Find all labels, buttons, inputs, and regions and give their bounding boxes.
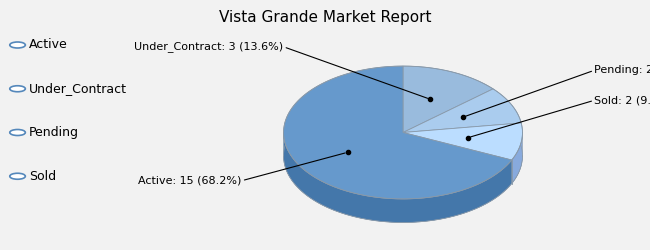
Text: Active: 15 (68.2%): Active: 15 (68.2%) bbox=[138, 176, 242, 186]
Circle shape bbox=[10, 42, 25, 48]
Text: Sold: 2 (9.1%): Sold: 2 (9.1%) bbox=[594, 95, 650, 105]
Text: Vista Grande Market Report: Vista Grande Market Report bbox=[219, 10, 431, 25]
Polygon shape bbox=[512, 132, 523, 184]
Text: Sold: Sold bbox=[29, 170, 57, 183]
Polygon shape bbox=[283, 66, 512, 199]
Polygon shape bbox=[403, 89, 521, 132]
Polygon shape bbox=[283, 156, 523, 222]
Text: Pending: Pending bbox=[29, 126, 79, 139]
Polygon shape bbox=[403, 66, 493, 132]
Circle shape bbox=[10, 86, 25, 92]
Text: Active: Active bbox=[29, 38, 68, 52]
Text: Under_Contract: Under_Contract bbox=[29, 82, 127, 95]
Circle shape bbox=[10, 130, 25, 136]
Circle shape bbox=[10, 173, 25, 179]
Polygon shape bbox=[283, 132, 512, 222]
Polygon shape bbox=[403, 123, 523, 160]
Text: Pending: 2 (9.1%): Pending: 2 (9.1%) bbox=[594, 65, 650, 75]
Text: Under_Contract: 3 (13.6%): Under_Contract: 3 (13.6%) bbox=[135, 41, 283, 52]
